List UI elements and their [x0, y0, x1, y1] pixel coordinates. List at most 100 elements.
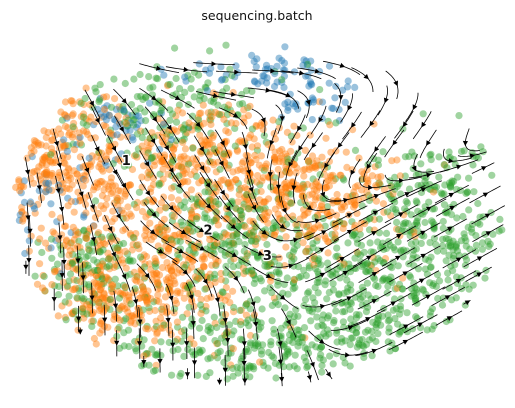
data-point [101, 296, 109, 304]
data-point [138, 207, 147, 216]
data-point [243, 300, 251, 308]
data-point [209, 232, 217, 240]
streamline-arrow [279, 376, 285, 383]
data-point [368, 261, 376, 270]
data-point [351, 201, 359, 209]
data-point [196, 131, 204, 139]
data-point [275, 54, 283, 62]
data-point [349, 126, 357, 134]
data-point [226, 222, 234, 230]
data-point [154, 131, 162, 139]
data-point [233, 147, 242, 155]
data-point [210, 243, 218, 251]
data-point [165, 245, 173, 253]
data-point [252, 63, 260, 71]
data-point [314, 322, 322, 330]
data-point [368, 327, 376, 335]
data-point [407, 228, 415, 236]
data-point [414, 181, 422, 190]
data-point [137, 253, 145, 261]
data-point [269, 186, 277, 194]
data-point [172, 137, 180, 145]
data-point [196, 349, 204, 357]
data-point [155, 180, 163, 188]
data-point [241, 373, 249, 381]
data-point [100, 279, 108, 287]
data-point [59, 180, 67, 188]
data-point [395, 330, 403, 338]
data-point [82, 234, 90, 242]
data-point [104, 255, 113, 263]
data-point [215, 200, 223, 208]
data-point [165, 234, 173, 242]
data-point [160, 140, 168, 148]
data-point [285, 337, 293, 345]
data-point [158, 305, 166, 313]
data-point [474, 199, 482, 208]
data-point [98, 294, 106, 302]
data-point [408, 148, 416, 156]
data-point [418, 285, 427, 293]
data-point [102, 122, 110, 130]
data-point [130, 200, 138, 208]
data-point [59, 278, 68, 286]
data-point [155, 181, 163, 189]
data-point [140, 251, 148, 259]
data-point [184, 160, 193, 168]
data-point [283, 202, 291, 210]
data-point [252, 333, 260, 341]
data-point [125, 293, 133, 301]
data-point [446, 181, 455, 189]
data-point [232, 176, 240, 184]
data-point [134, 304, 142, 312]
data-point [278, 188, 286, 196]
data-point [371, 258, 379, 266]
data-point [198, 203, 206, 211]
data-point [207, 120, 215, 129]
data-point [391, 173, 399, 181]
data-point [61, 111, 69, 119]
data-point [391, 345, 399, 353]
data-point [43, 184, 51, 192]
data-point [254, 342, 262, 350]
data-point [149, 181, 158, 189]
data-point [217, 269, 225, 278]
data-point [241, 240, 249, 249]
data-point [97, 113, 105, 121]
streamline-arrow [402, 121, 408, 127]
data-point [146, 219, 154, 227]
data-point [105, 262, 113, 270]
data-point [144, 287, 152, 295]
data-point [316, 67, 324, 76]
data-point [114, 282, 122, 290]
data-point [132, 230, 140, 238]
data-point [312, 164, 320, 172]
data-point [125, 342, 133, 351]
data-point [325, 288, 333, 297]
data-point [355, 340, 363, 348]
data-point [81, 260, 90, 268]
data-point [192, 276, 200, 284]
data-point [263, 74, 271, 82]
data-point [206, 197, 214, 205]
data-point [122, 264, 130, 272]
data-point [288, 257, 296, 265]
data-point [462, 237, 470, 245]
data-point [44, 128, 52, 137]
data-point [358, 262, 366, 270]
data-point [438, 190, 446, 198]
data-point [190, 203, 198, 211]
data-point [157, 109, 165, 117]
data-point [232, 176, 240, 184]
data-point [61, 98, 70, 106]
data-point [260, 72, 268, 80]
data-point [144, 325, 152, 333]
data-point [207, 251, 215, 259]
data-point [95, 163, 103, 171]
data-point [137, 265, 145, 273]
data-point [113, 131, 121, 139]
data-point [248, 177, 256, 185]
data-point [332, 253, 340, 261]
data-point [189, 256, 197, 264]
data-point [129, 241, 137, 249]
